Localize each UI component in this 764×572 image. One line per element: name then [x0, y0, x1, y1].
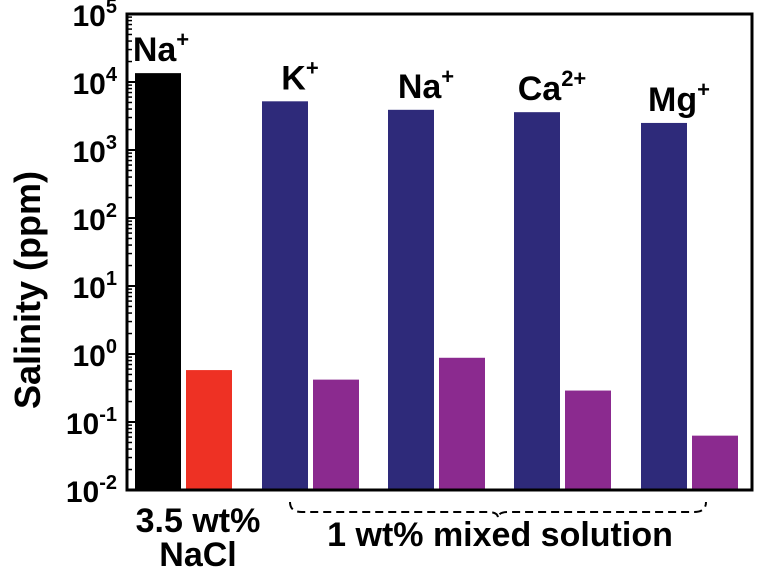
- ion-label: Na+: [398, 64, 454, 106]
- y-tick-label: 10-1: [66, 404, 117, 441]
- bar-product-na: [186, 370, 232, 490]
- y-tick-base: 10: [66, 408, 99, 441]
- y-tick-base: 10: [73, 340, 106, 373]
- y-axis-label-group: Salinity (ppm): [7, 171, 48, 409]
- category-labels: 3.5 wt%NaCl 1 wt% mixed solution: [136, 501, 707, 572]
- y-tick-base: 10: [73, 136, 106, 169]
- category-label-mixed: 1 wt% mixed solution: [327, 516, 673, 554]
- y-tick-base: 10: [73, 272, 106, 305]
- bar-feed-na: [388, 109, 434, 490]
- ion-charge: 2+: [561, 66, 586, 91]
- category-label-line2: NaCl: [159, 536, 236, 572]
- ion-charge: +: [176, 27, 189, 52]
- category-label-line1: 3.5 wt%: [136, 502, 261, 540]
- y-tick-label: 10-2: [66, 472, 117, 509]
- ion-charge: +: [697, 77, 710, 102]
- y-tick-exponent: -1: [99, 404, 117, 426]
- bar-feed-ca: [514, 112, 560, 490]
- y-tick-exponent: 5: [106, 0, 117, 18]
- bar-product-k: [313, 379, 359, 490]
- y-axis-label: Salinity (ppm): [7, 171, 48, 409]
- y-tick-label: 101: [73, 268, 118, 305]
- y-tick-label: 102: [73, 200, 118, 237]
- bar-feed-k: [262, 101, 308, 491]
- y-tick-label: 100: [73, 336, 118, 373]
- ion-symbol: Ca: [518, 70, 563, 108]
- y-tick-exponent: 4: [106, 64, 118, 86]
- ion-charge: +: [306, 55, 319, 80]
- y-tick-base: 10: [73, 204, 106, 237]
- bar-feed-mg: [641, 122, 687, 491]
- ion-charge: +: [441, 64, 454, 89]
- bar-product-ca: [565, 390, 611, 490]
- ion-symbol: Na: [133, 31, 178, 69]
- plot-frame: [125, 12, 754, 492]
- y-tick-label: 105: [73, 0, 118, 33]
- mixed-solution-bracket: [289, 501, 707, 519]
- y-tick-base: 10: [66, 476, 99, 509]
- ion-symbol: Mg: [648, 81, 697, 119]
- ion-symbol: Na: [398, 68, 443, 106]
- y-tick-label: 104: [73, 64, 118, 101]
- y-tick-exponent: 3: [106, 132, 117, 154]
- ion-symbol: K: [281, 59, 306, 97]
- y-tick-exponent: 1: [106, 268, 117, 290]
- ion-label: Na+: [133, 27, 189, 69]
- bar-product-na: [439, 357, 485, 490]
- ion-label: Mg+: [648, 77, 710, 119]
- y-tick-exponent: -2: [99, 472, 117, 494]
- bars: [135, 73, 738, 491]
- y-tick-base: 10: [73, 0, 106, 33]
- y-tick-base: 10: [73, 68, 106, 101]
- y-tick-exponent: 2: [106, 200, 117, 222]
- bar-product-mg: [692, 435, 738, 490]
- y-tick-exponent: 0: [106, 336, 117, 358]
- ion-label: Ca2+: [518, 66, 587, 108]
- ion-labels: Na+K+ Na+ Ca2+Mg+: [133, 27, 710, 119]
- y-tick-label: 103: [73, 132, 118, 169]
- bar-feed-na: [135, 73, 181, 491]
- ion-label: K+: [281, 55, 318, 97]
